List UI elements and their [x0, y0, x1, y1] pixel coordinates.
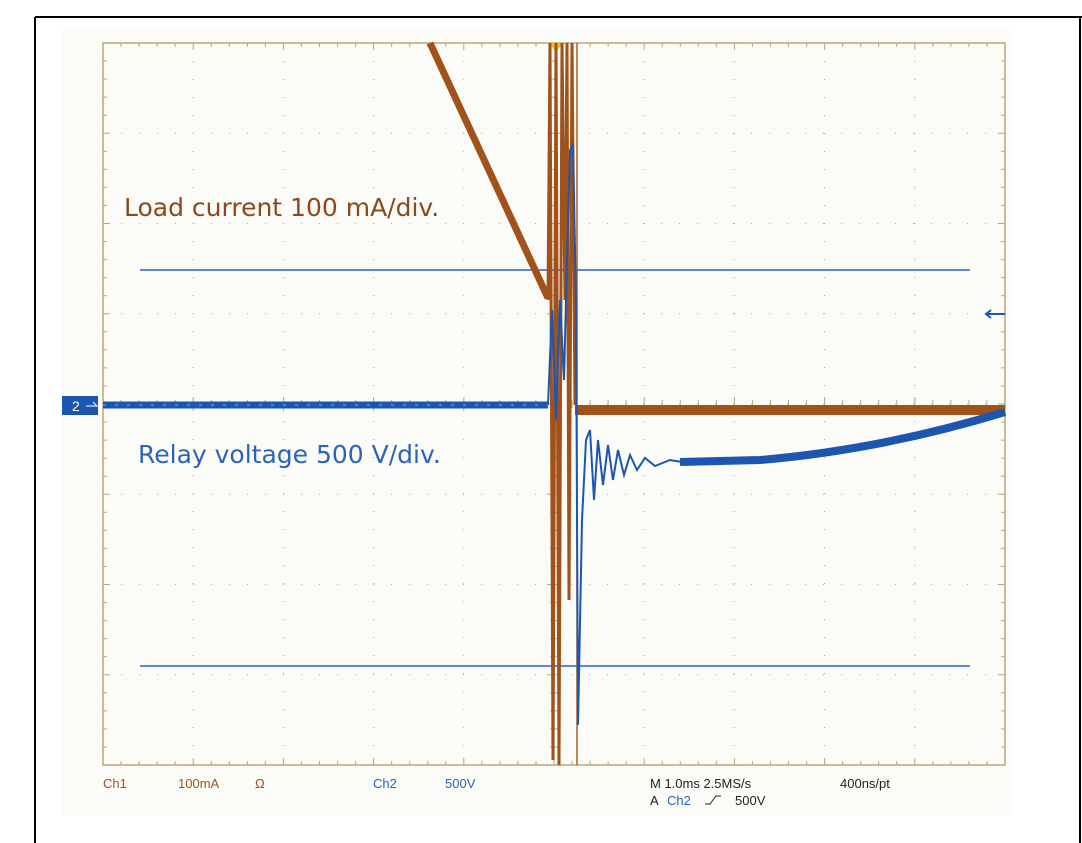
ch2-arrow: [86, 401, 99, 407]
ch2-marker: [62, 396, 98, 415]
ch2-marker-label: 2: [72, 398, 80, 414]
readout: M 1.0ms 2.5MS/s: [650, 776, 752, 791]
ch1-waveform: [426, 41, 1005, 766]
ref-arrow: [984, 309, 992, 319]
scope-screen: [62, 30, 1012, 815]
ch2-waveform: [103, 141, 1007, 726]
annotation: Load current 100 mA/div.: [124, 193, 439, 222]
readout: A: [650, 793, 659, 808]
readout: Ch2: [373, 776, 397, 791]
readout: 100mA: [178, 776, 220, 791]
readout: 500V: [735, 793, 766, 808]
readout: Ch2: [667, 793, 691, 808]
readout: 500V: [445, 776, 476, 791]
annotation: Relay voltage 500 V/div.: [138, 440, 441, 469]
readout: Ch1: [103, 776, 127, 791]
readout: 400ns/pt: [840, 776, 890, 791]
readout: Ω: [255, 776, 265, 791]
slope-icon: [705, 795, 721, 805]
